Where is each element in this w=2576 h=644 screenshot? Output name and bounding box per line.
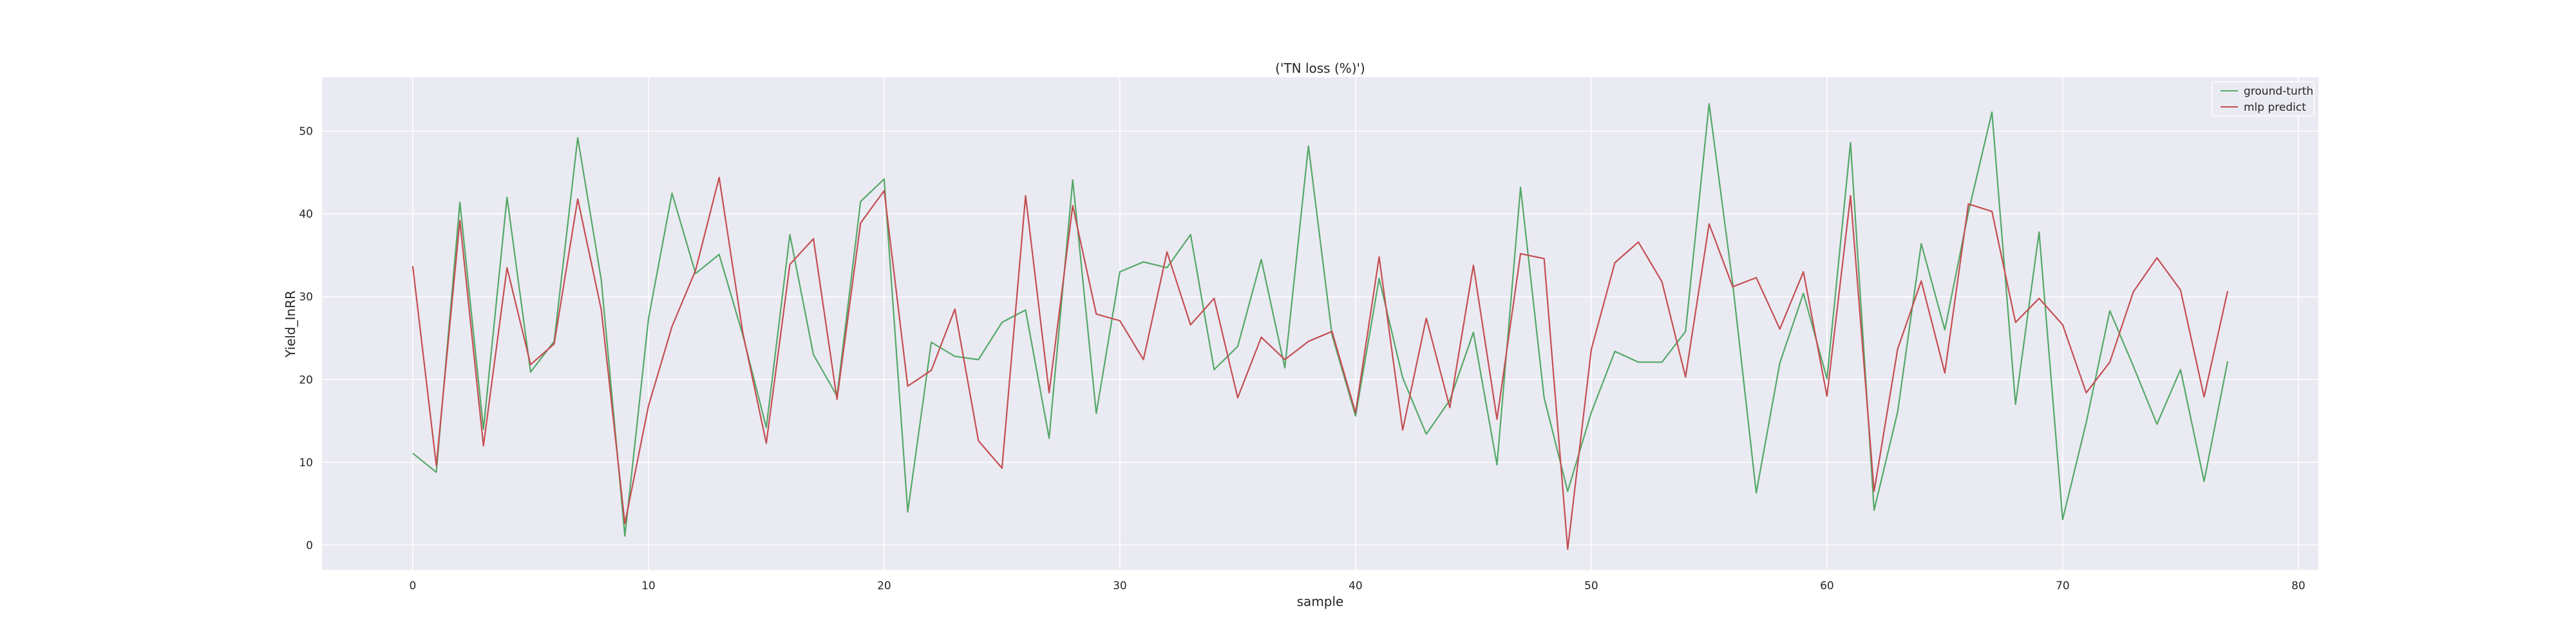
legend: ground-turth mlp predict xyxy=(2211,81,2315,117)
legend-label-ground-turth: ground-turth xyxy=(2244,85,2313,98)
x-tick-label: 20 xyxy=(877,580,891,592)
x-tick-label: 80 xyxy=(2291,580,2306,592)
x-tick-label: 50 xyxy=(1584,580,1598,592)
y-tick-labels: 0 10 20 30 40 50 xyxy=(299,126,313,553)
y-tick-label: 30 xyxy=(299,291,313,304)
x-tick-labels: 0 10 20 30 40 50 60 70 80 xyxy=(409,580,2305,592)
x-tick-label: 10 xyxy=(641,580,656,592)
y-tick-label: 10 xyxy=(299,457,313,469)
y-tick-label: 40 xyxy=(299,208,313,221)
series-line-ground-turth xyxy=(412,103,2229,537)
grid-lines xyxy=(322,77,2318,570)
x-tick-label: 60 xyxy=(1820,580,1834,592)
x-tick-label: 30 xyxy=(1113,580,1127,592)
y-tick-label: 20 xyxy=(299,374,313,386)
plot-background xyxy=(322,77,2318,570)
y-tick-label: 0 xyxy=(306,539,313,552)
x-axis-label: sample xyxy=(1297,594,1344,609)
legend-label-mlp-predict: mlp predict xyxy=(2244,101,2306,114)
x-tick-label: 0 xyxy=(409,580,416,592)
series-line-mlp-predict xyxy=(412,176,2229,551)
x-tick-label: 70 xyxy=(2056,580,2070,592)
series-layer xyxy=(412,103,2229,551)
chart-title: ('TN loss (%)') xyxy=(1275,61,1365,76)
y-tick-label: 50 xyxy=(299,126,313,138)
x-tick-label: 40 xyxy=(1349,580,1363,592)
y-axis-label: Yield_InRR xyxy=(283,290,298,358)
